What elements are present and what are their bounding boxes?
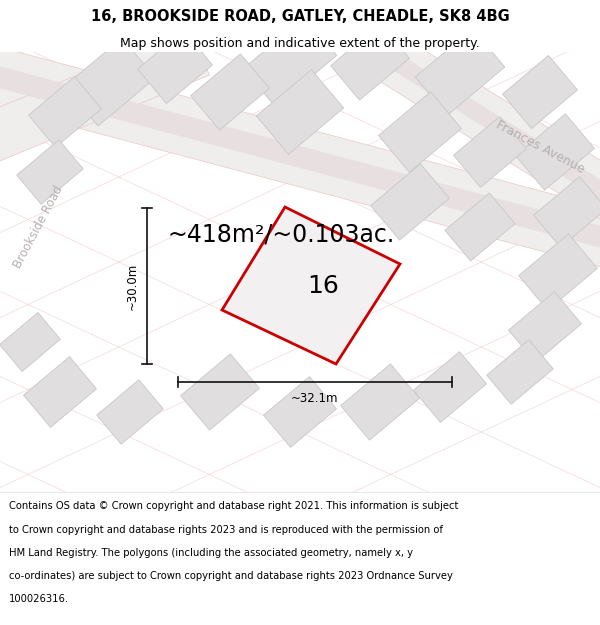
Polygon shape: [243, 17, 337, 107]
Text: Brookside Road: Brookside Road: [11, 184, 65, 271]
Text: Brookside Road: Brookside Road: [244, 308, 336, 366]
Text: ~30.0m: ~30.0m: [126, 262, 139, 309]
Polygon shape: [191, 54, 269, 130]
Text: Frances Avenue: Frances Avenue: [493, 118, 587, 176]
Polygon shape: [487, 340, 553, 404]
Polygon shape: [371, 164, 449, 240]
Polygon shape: [503, 56, 577, 129]
Text: 100026316.: 100026316.: [9, 594, 69, 604]
Polygon shape: [222, 207, 400, 364]
Polygon shape: [379, 92, 461, 172]
Polygon shape: [454, 117, 526, 188]
Polygon shape: [331, 24, 409, 100]
Text: Contains OS data © Crown copyright and database right 2021. This information is : Contains OS data © Crown copyright and d…: [9, 501, 458, 511]
Polygon shape: [0, 62, 600, 252]
Polygon shape: [263, 377, 337, 448]
Polygon shape: [341, 364, 419, 440]
Polygon shape: [0, 29, 209, 165]
Polygon shape: [17, 140, 83, 204]
Text: ~418m²/~0.103ac.: ~418m²/~0.103ac.: [168, 222, 395, 246]
Polygon shape: [376, 45, 600, 209]
Text: HM Land Registry. The polygons (including the associated geometry, namely x, y: HM Land Registry. The polygons (includin…: [9, 548, 413, 558]
Polygon shape: [445, 193, 515, 261]
Polygon shape: [509, 292, 581, 362]
Polygon shape: [413, 352, 487, 422]
Polygon shape: [533, 177, 600, 248]
Polygon shape: [65, 38, 155, 126]
Polygon shape: [137, 31, 212, 104]
Polygon shape: [515, 114, 595, 190]
Polygon shape: [0, 312, 61, 371]
Polygon shape: [29, 77, 101, 148]
Text: ~32.1m: ~32.1m: [291, 392, 339, 405]
Polygon shape: [415, 29, 505, 115]
Text: 16, BROOKSIDE ROAD, GATLEY, CHEADLE, SK8 4BG: 16, BROOKSIDE ROAD, GATLEY, CHEADLE, SK8…: [91, 9, 509, 24]
Polygon shape: [518, 234, 598, 310]
Polygon shape: [181, 354, 259, 430]
Polygon shape: [0, 44, 600, 270]
Polygon shape: [256, 70, 344, 154]
Polygon shape: [23, 357, 97, 428]
Text: co-ordinates) are subject to Crown copyright and database rights 2023 Ordnance S: co-ordinates) are subject to Crown copyr…: [9, 571, 453, 581]
Polygon shape: [97, 380, 163, 444]
Text: Map shows position and indicative extent of the property.: Map shows position and indicative extent…: [120, 38, 480, 51]
Polygon shape: [367, 31, 600, 223]
Text: 16: 16: [307, 274, 338, 298]
Text: to Crown copyright and database rights 2023 and is reproduced with the permissio: to Crown copyright and database rights 2…: [9, 524, 443, 534]
